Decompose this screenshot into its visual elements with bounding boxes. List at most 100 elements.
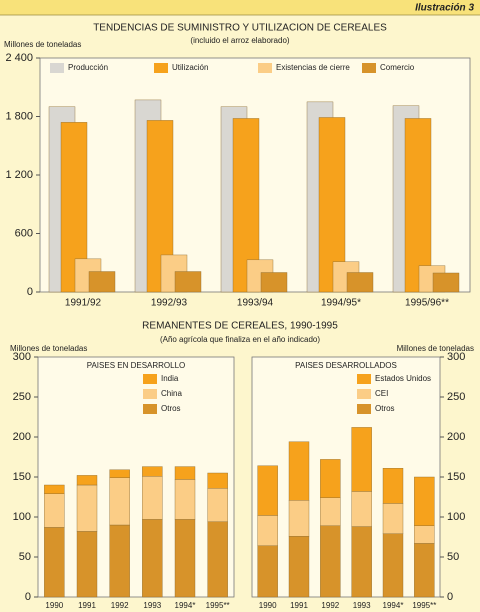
y-tick-label: 0 — [447, 591, 453, 603]
bar — [88, 271, 116, 293]
bar-segment — [414, 525, 435, 544]
bar-segment — [109, 477, 130, 526]
legend-swatch — [143, 404, 157, 414]
bar-segment — [320, 497, 341, 526]
legend-swatch — [357, 374, 371, 384]
y-tick-label: 50 — [19, 551, 31, 563]
bar-segment — [142, 476, 163, 520]
chart-subtitle: (incluido el arroz elaborado) — [190, 36, 290, 45]
header-band — [0, 0, 480, 15]
legend-swatch — [362, 63, 376, 73]
y-tick-label: 100 — [447, 511, 465, 523]
x-tick-label: 1992 — [321, 601, 339, 610]
legend-label: Existencias de cierre — [276, 63, 350, 72]
bar-segment — [320, 525, 341, 598]
x-tick-label: 1994/95* — [321, 298, 361, 309]
legend-swatch — [154, 63, 168, 73]
y-tick-label: 300 — [447, 351, 465, 363]
bar-segment — [257, 515, 278, 547]
plot-area — [251, 356, 441, 598]
y-tick-label: 0 — [27, 286, 33, 298]
bar-segment — [414, 476, 435, 526]
legend-label: India — [161, 374, 179, 383]
legend-label: Producción — [68, 63, 108, 72]
bar — [260, 272, 288, 293]
legend-swatch — [258, 63, 272, 73]
bar-segment — [207, 472, 228, 489]
legend-label: China — [161, 389, 182, 398]
y-tick-label: 0 — [25, 591, 31, 603]
chart-title: TENDENCIAS DE SUMINISTRO Y UTILIZACION D… — [93, 23, 387, 34]
bar-segment — [174, 466, 196, 480]
x-tick-label: 1991/92 — [65, 298, 102, 309]
chart-subtitle: (Año agrícola que finaliza en el año ind… — [160, 335, 320, 344]
panel-title: PAISES DESARROLLADOS — [295, 361, 397, 370]
bar — [346, 272, 374, 293]
bar — [432, 272, 460, 293]
bar — [174, 271, 202, 293]
bar-segment — [320, 459, 341, 498]
x-tick-label: 1995** — [412, 601, 436, 610]
legend-label: Utilización — [172, 63, 208, 72]
bar-segment — [257, 465, 278, 516]
bar-segment — [207, 521, 228, 598]
y-tick-label: 2 400 — [5, 52, 33, 64]
bar-segment — [257, 545, 278, 598]
bar-segment — [76, 531, 98, 598]
y-tick-label: 200 — [13, 431, 31, 443]
bar-segment — [288, 500, 310, 537]
x-tick-label: 1993/94 — [237, 298, 274, 309]
y-tick-label: 250 — [447, 391, 465, 403]
bar-segment — [174, 479, 196, 520]
bar-segment — [109, 524, 130, 598]
y-tick-label: 200 — [447, 431, 465, 443]
x-tick-label: 1990 — [45, 601, 63, 610]
x-tick-label: 1993 — [353, 601, 371, 610]
bar-segment — [174, 519, 196, 598]
bar-segment — [414, 543, 435, 598]
legend-label: Estados Unidos — [375, 374, 431, 383]
y-axis-label: Millones de toneladas — [10, 344, 87, 353]
x-tick-label: 1991 — [290, 601, 308, 610]
bar-segment — [109, 469, 130, 478]
y-tick-label: 150 — [447, 471, 465, 483]
y-tick-label: 100 — [13, 511, 31, 523]
x-tick-label: 1995/96** — [405, 298, 449, 309]
legend-label: Comercio — [380, 63, 415, 72]
x-tick-label: 1992/93 — [151, 298, 188, 309]
bar-segment — [382, 533, 404, 598]
x-tick-label: 1994* — [383, 601, 404, 610]
plot-area — [37, 356, 235, 598]
x-tick-label: 1990 — [259, 601, 277, 610]
panel-title: PAISES EN DESARROLLO — [87, 361, 186, 370]
bar-segment — [142, 466, 163, 477]
bar-segment — [288, 536, 310, 598]
y-tick-label: 300 — [13, 351, 31, 363]
legend-label: Otros — [161, 404, 181, 413]
bar-segment — [44, 493, 65, 528]
bar-segment — [44, 527, 65, 598]
x-tick-label: 1994* — [175, 601, 196, 610]
y-tick-label: 150 — [13, 471, 31, 483]
bar-segment — [351, 491, 372, 527]
x-tick-label: 1993 — [143, 601, 161, 610]
header-label: Ilustración 3 — [415, 3, 474, 14]
legend-swatch — [357, 389, 371, 399]
bar-segment — [142, 519, 163, 598]
bar-segment — [207, 488, 228, 523]
bar-segment — [44, 484, 65, 495]
bar-segment — [382, 468, 404, 504]
x-tick-label: 1991 — [78, 601, 96, 610]
y-tick-label: 250 — [13, 391, 31, 403]
legend-label: Otros — [375, 404, 395, 413]
bar — [404, 118, 432, 293]
y-tick-label: 50 — [447, 551, 459, 563]
y-tick-label: 1 200 — [5, 169, 33, 181]
legend-swatch — [357, 404, 371, 414]
bar-segment — [76, 484, 98, 532]
x-tick-label: 1992 — [111, 601, 129, 610]
bar-segment — [288, 441, 310, 501]
y-axis-label: Millones de toneladas — [397, 344, 474, 353]
y-axis-label: Millones de toneladas — [4, 40, 81, 49]
